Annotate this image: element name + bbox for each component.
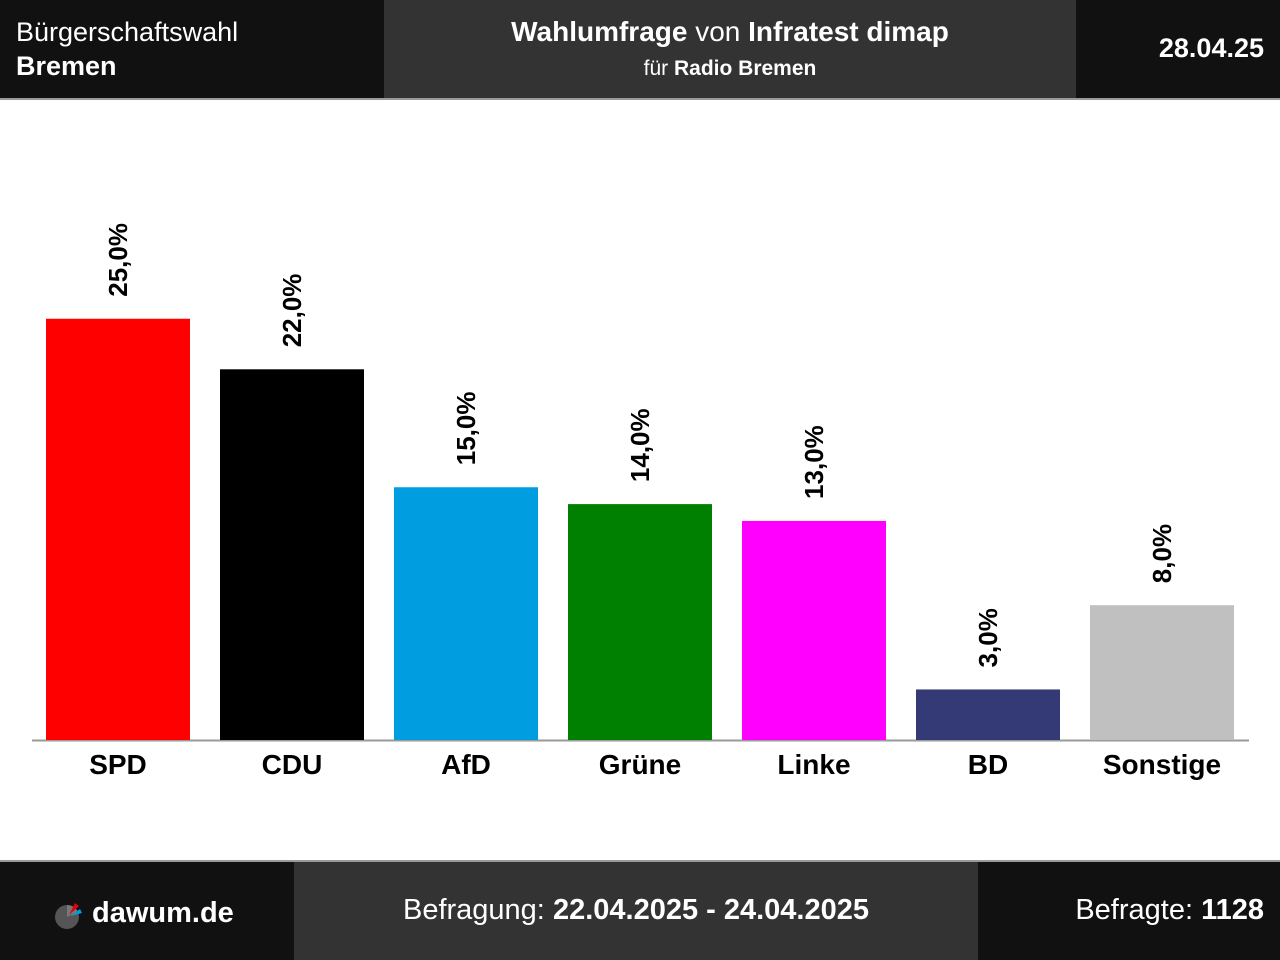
- bar-spd: [46, 318, 190, 740]
- value-label-linke: 13,0%: [799, 425, 829, 499]
- survey-period: Befragung: 22.04.2025 - 24.04.2025: [294, 862, 978, 960]
- survey-dates: 22.04.2025 - 24.04.2025: [552, 894, 869, 926]
- footer: dawum.de Befragung: 22.04.2025 - 24.04.2…: [0, 862, 1280, 960]
- category-label-sonstige: Sonstige: [1103, 749, 1221, 780]
- header-divider: [0, 98, 1280, 100]
- value-label-afd: 15,0%: [451, 392, 481, 466]
- category-label-grüne: Grüne: [599, 749, 681, 780]
- bar-linke: [742, 520, 886, 740]
- pie-chart-logo-icon: [55, 903, 82, 929]
- bar-sonstige: [1090, 605, 1234, 740]
- respondents: Befragte: 1128: [978, 862, 1280, 960]
- election-type: Bürgerschaftswahl: [16, 17, 239, 47]
- respondents-count: 1128: [1201, 894, 1264, 926]
- site-brand[interactable]: dawum.de: [0, 862, 294, 960]
- category-label-bd: BD: [968, 749, 1008, 780]
- bar-chart: 25,0% SPD 22,0% CDU 15,0% AfD 14,0% Grüne 13,0% L…: [32, 223, 1249, 780]
- poll-title: Wahlumfrage von Infratest dimap für Radi…: [384, 0, 1076, 98]
- title-part1: Wahlumfrage: [511, 16, 688, 47]
- footer-divider: [0, 860, 1280, 862]
- survey-label: Befragung:: [402, 894, 553, 926]
- respondents-label: Befragte:: [1075, 894, 1202, 926]
- value-label-spd: 25,0%: [103, 223, 133, 297]
- bar-cdu: [220, 369, 364, 740]
- header: Bürgerschaftswahl Bremen Wahlumfrage von…: [0, 0, 1280, 98]
- value-label-cdu: 22,0%: [277, 274, 307, 348]
- category-label-linke: Linke: [777, 749, 850, 780]
- institute: Infratest dimap: [748, 16, 949, 47]
- category-label-cdu: CDU: [262, 749, 323, 780]
- election-info: Bürgerschaftswahl Bremen: [0, 0, 384, 98]
- category-label-spd: SPD: [89, 749, 147, 780]
- poll-date: 28.04.25: [1158, 33, 1264, 63]
- site-name: dawum.de: [92, 897, 234, 929]
- bar-bd: [916, 689, 1060, 740]
- region: Bremen: [16, 51, 117, 81]
- client-prefix: für: [643, 57, 674, 80]
- bar-afd: [394, 487, 538, 740]
- category-label-afd: AfD: [441, 749, 491, 780]
- value-label-grüne: 14,0%: [625, 408, 655, 482]
- title-part2: von: [687, 16, 749, 47]
- bar-grüne: [568, 504, 712, 740]
- value-label-bd: 3,0%: [973, 608, 1003, 667]
- value-label-sonstige: 8,0%: [1147, 524, 1177, 583]
- client: Radio Bremen: [673, 57, 817, 80]
